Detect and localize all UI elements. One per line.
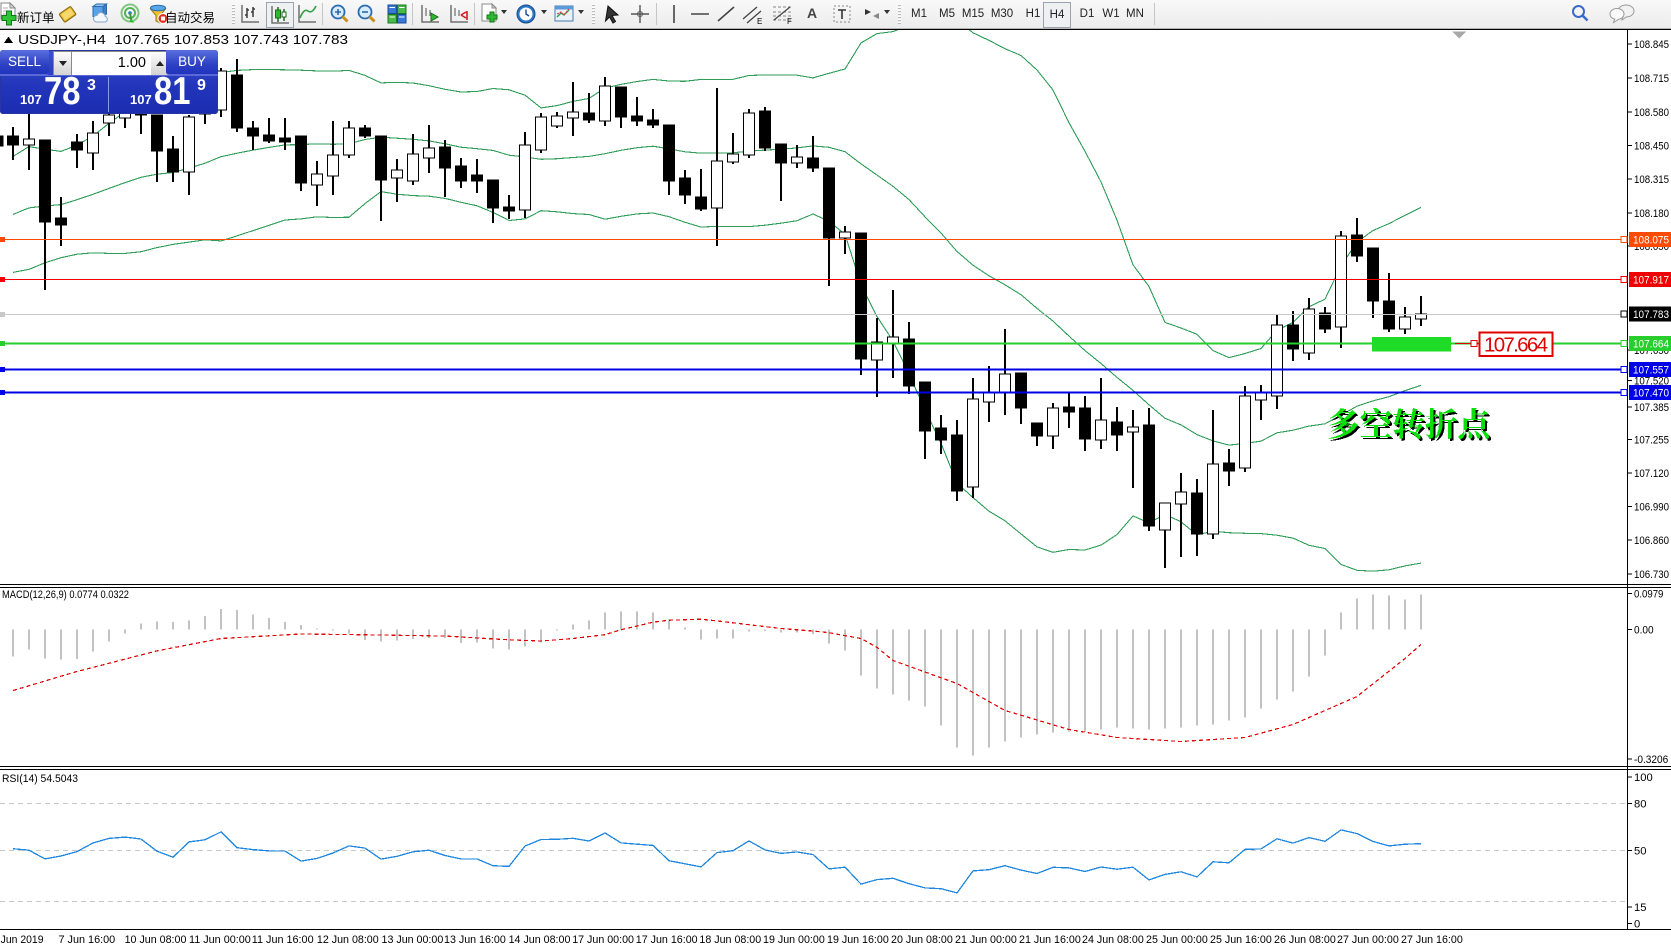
svg-text:107.664: 107.664 <box>1484 334 1548 357</box>
svg-text:12 Jun 08:00: 12 Jun 08:00 <box>317 934 379 946</box>
svg-text:25 Jun 00:00: 25 Jun 00:00 <box>1146 934 1208 946</box>
svg-text:107.917: 107.917 <box>1633 275 1669 287</box>
svg-text:100: 100 <box>1634 772 1653 784</box>
svg-text:13 Jun 00:00: 13 Jun 00:00 <box>382 934 444 946</box>
svg-text:26 Jun 08:00: 26 Jun 08:00 <box>1274 934 1336 946</box>
svg-text:106.860: 106.860 <box>1634 535 1669 547</box>
svg-text:106.730: 106.730 <box>1634 569 1669 581</box>
svg-text:21 Jun 00:00: 21 Jun 00:00 <box>955 934 1017 946</box>
svg-text:21 Jun 16:00: 21 Jun 16:00 <box>1019 934 1081 946</box>
svg-text:107.470: 107.470 <box>1633 388 1669 400</box>
svg-text:108.845: 108.845 <box>1634 39 1669 51</box>
svg-text:107.120: 107.120 <box>1634 468 1669 480</box>
svg-text:107.385: 107.385 <box>1634 402 1669 414</box>
svg-text:MACD(12,26,9) 0.0774 0.0322: MACD(12,26,9) 0.0774 0.0322 <box>2 589 129 601</box>
svg-text:108.715: 108.715 <box>1634 73 1669 85</box>
svg-text:15: 15 <box>1634 902 1646 914</box>
svg-text:107.783: 107.783 <box>1633 309 1669 321</box>
svg-text:19 Jun 16:00: 19 Jun 16:00 <box>827 934 889 946</box>
svg-text:7 Jun 16:00: 7 Jun 16:00 <box>59 934 116 946</box>
svg-text:108.075: 108.075 <box>1633 235 1669 247</box>
svg-text:6 Jun 2019: 6 Jun 2019 <box>0 934 44 946</box>
svg-text:17 Jun 16:00: 17 Jun 16:00 <box>636 934 698 946</box>
svg-text:18 Jun 08:00: 18 Jun 08:00 <box>699 934 761 946</box>
svg-text:0.0979: 0.0979 <box>1634 589 1663 601</box>
svg-text:27 Jun 16:00: 27 Jun 16:00 <box>1401 934 1463 946</box>
svg-text:RSI(14) 54.5043: RSI(14) 54.5043 <box>2 773 78 785</box>
svg-text:108.180: 108.180 <box>1634 208 1669 220</box>
svg-text:50: 50 <box>1634 845 1646 857</box>
svg-text:19 Jun 00:00: 19 Jun 00:00 <box>763 934 825 946</box>
svg-text:17 Jun 00:00: 17 Jun 00:00 <box>572 934 634 946</box>
svg-text:108.315: 108.315 <box>1634 174 1669 186</box>
svg-text:-0.3206: -0.3206 <box>1634 754 1668 766</box>
svg-text:10 Jun 08:00: 10 Jun 08:00 <box>125 934 187 946</box>
svg-text:108.450: 108.450 <box>1634 141 1669 153</box>
svg-text:F: F <box>787 17 792 25</box>
svg-text:107.255: 107.255 <box>1634 435 1669 447</box>
svg-text:107.520: 107.520 <box>1634 376 1669 388</box>
svg-text:27 Jun 00:00: 27 Jun 00:00 <box>1337 934 1399 946</box>
svg-text:USDJPY-,H4 107.765 107.853 10: USDJPY-,H4 107.765 107.853 107.743 107.7… <box>18 33 348 47</box>
svg-text:E: E <box>757 17 762 25</box>
svg-text:11 Jun 00:00: 11 Jun 00:00 <box>189 934 251 946</box>
svg-text:11 Jun 16:00: 11 Jun 16:00 <box>252 934 314 946</box>
svg-text:20 Jun 08:00: 20 Jun 08:00 <box>891 934 953 946</box>
svg-text:13 Jun 16:00: 13 Jun 16:00 <box>444 934 506 946</box>
svg-text:25 Jun 16:00: 25 Jun 16:00 <box>1210 934 1272 946</box>
svg-text:14 Jun 08:00: 14 Jun 08:00 <box>509 934 571 946</box>
svg-text:107.557: 107.557 <box>1633 365 1669 377</box>
svg-text:24 Jun 08:00: 24 Jun 08:00 <box>1082 934 1144 946</box>
svg-text:80: 80 <box>1634 799 1646 811</box>
svg-text:106.990: 106.990 <box>1634 502 1669 514</box>
svg-text:107.664: 107.664 <box>1633 339 1669 351</box>
svg-text:0.00: 0.00 <box>1634 625 1654 637</box>
svg-text:108.580: 108.580 <box>1634 107 1669 119</box>
svg-text:0: 0 <box>1634 918 1640 930</box>
